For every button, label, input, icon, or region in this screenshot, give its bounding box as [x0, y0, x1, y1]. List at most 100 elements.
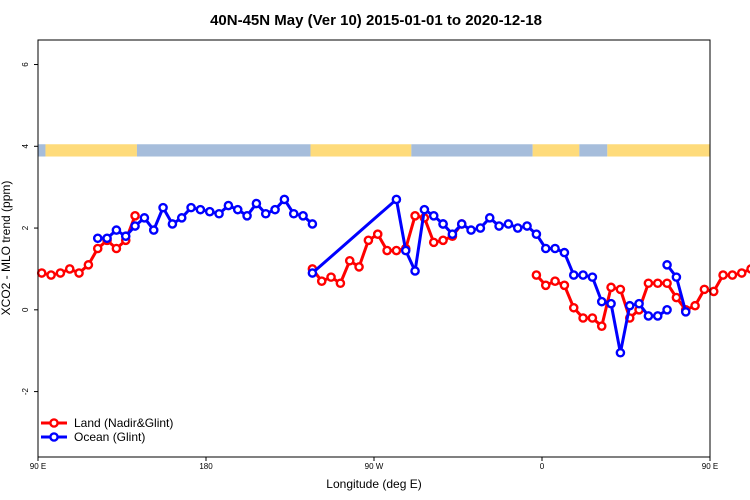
legend-marker: [49, 418, 59, 428]
data-point: [568, 302, 579, 313]
series-ocean: [92, 194, 691, 358]
x-tick-label: 90 W: [365, 462, 384, 471]
data-point: [204, 206, 215, 217]
data-point: [736, 268, 747, 278]
data-point: [251, 198, 262, 209]
x-tick-label: 90 E: [702, 462, 718, 471]
data-point: [550, 276, 560, 287]
data-point: [391, 245, 402, 256]
legend: Land (Nadir&Glint)Ocean (Glint): [41, 416, 173, 444]
data-point: [410, 266, 420, 276]
data-point: [671, 292, 682, 303]
data-point: [83, 260, 94, 270]
data-point: [214, 208, 224, 219]
data-point: [662, 260, 672, 270]
data-point: [186, 202, 196, 213]
data-point: [195, 204, 206, 215]
data-point: [559, 280, 570, 291]
data-point: [512, 223, 523, 233]
y-axis: -2 0 2 4 6: [21, 62, 38, 395]
data-point: [279, 194, 290, 205]
data-point: [139, 213, 150, 223]
data-point: [690, 300, 700, 311]
data-point: [391, 194, 402, 205]
chart-title: 40N-45N May (Ver 10) 2015-01-01 to 2020-…: [210, 12, 542, 29]
data-point: [568, 270, 579, 280]
data-point: [447, 229, 458, 239]
strip-ocean-segment: [411, 144, 533, 157]
data-point: [354, 262, 364, 272]
data-point: [634, 298, 644, 309]
strip-land-segment: [45, 144, 137, 157]
data-point: [298, 210, 308, 221]
y-tick-label: 6: [21, 62, 30, 67]
data-point: [148, 225, 159, 235]
data-point: [559, 247, 570, 258]
data-point: [344, 255, 355, 266]
data-point: [74, 268, 84, 278]
data-point: [531, 270, 542, 280]
data-point: [624, 300, 635, 311]
data-point: [540, 243, 551, 254]
data-point: [363, 235, 374, 246]
data-point: [718, 270, 728, 280]
data-point: [643, 311, 654, 321]
data-point: [111, 225, 122, 235]
data-point: [102, 233, 112, 244]
data-point: [438, 235, 448, 246]
y-tick-label: 4: [21, 144, 30, 149]
data-point: [400, 245, 411, 256]
data-point: [680, 307, 691, 317]
data-point: [596, 321, 607, 331]
data-point: [652, 311, 663, 321]
data-point: [335, 278, 346, 289]
data-point: [316, 276, 327, 287]
data-point: [307, 219, 318, 229]
series-land: [36, 210, 750, 331]
x-axis: 90 E 180 90 W 0 90 E: [30, 457, 718, 471]
data-point: [130, 221, 140, 231]
y-tick-label: 2: [21, 225, 30, 230]
data-point: [466, 225, 476, 235]
data-point: [326, 272, 336, 282]
data-point: [92, 233, 103, 244]
data-point: [503, 219, 514, 229]
data-point: [428, 210, 439, 221]
data-point: [64, 264, 75, 274]
data-point: [484, 213, 495, 223]
data-point: [652, 278, 663, 289]
x-tick-label: 90 E: [30, 462, 46, 471]
y-tick-label: 0: [21, 307, 30, 312]
strip-ocean-segment: [38, 144, 46, 157]
x-tick-label: 180: [199, 462, 213, 471]
data-point: [746, 264, 750, 274]
data-point: [382, 245, 392, 256]
data-point: [419, 204, 430, 215]
x-axis-label: Longitude (deg E): [326, 477, 421, 491]
data-point: [699, 284, 710, 295]
land-ocean-strip: [38, 144, 710, 157]
data-point: [615, 347, 626, 358]
data-point: [242, 210, 252, 221]
series-line: [97, 197, 314, 240]
data-point: [540, 280, 551, 291]
data-point: [578, 270, 588, 280]
series-layer: [36, 194, 750, 358]
data-point: [587, 313, 598, 323]
legend-marker: [49, 432, 59, 442]
y-tick-label: -2: [21, 387, 30, 395]
data-point: [662, 278, 672, 289]
plot-frame: [37, 39, 711, 458]
data-point: [587, 272, 598, 282]
data-point: [727, 270, 738, 280]
data-point: [120, 231, 131, 242]
data-point: [55, 268, 66, 278]
legend-label: Ocean (Glint): [74, 430, 145, 444]
x-tick-label: 0: [540, 462, 545, 471]
strip-ocean-segment: [579, 144, 608, 157]
data-point: [606, 298, 616, 309]
data-point: [270, 204, 280, 215]
data-point: [46, 270, 56, 280]
data-point: [456, 219, 467, 229]
